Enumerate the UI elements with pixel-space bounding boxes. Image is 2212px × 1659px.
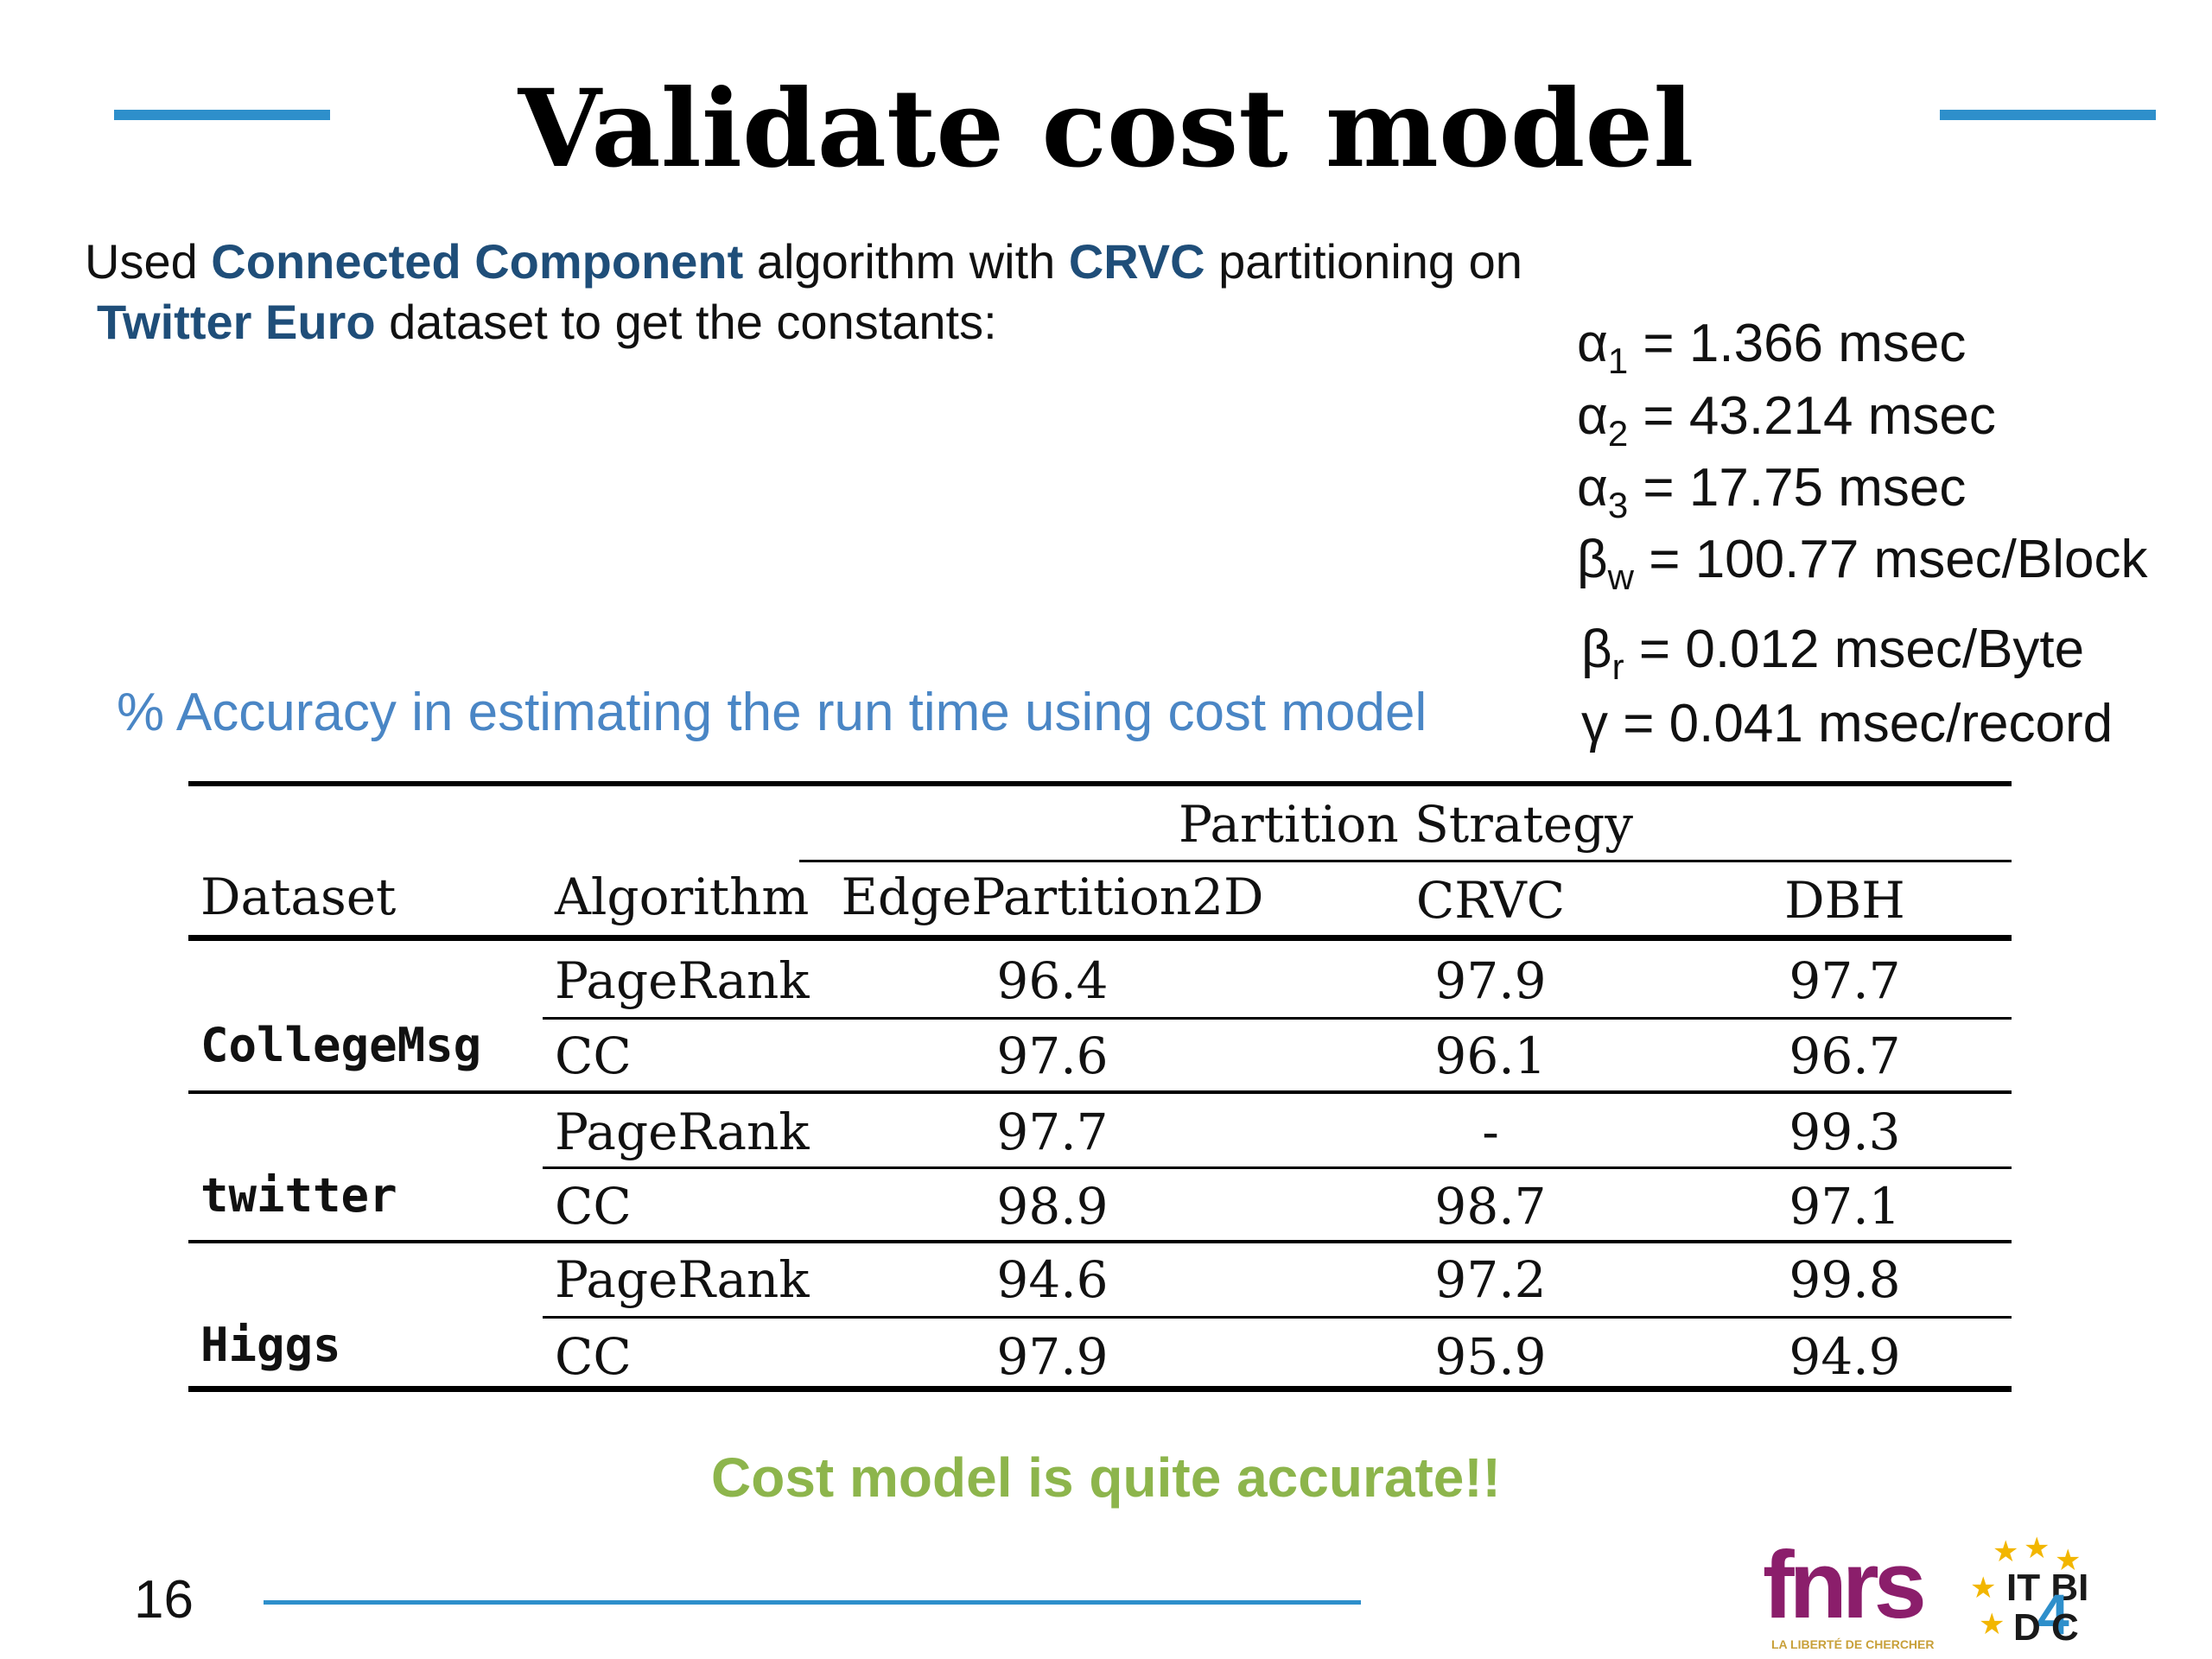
value-cell: 95.9 [1434,1327,1547,1386]
row-divider [543,1017,2012,1020]
group-header-partition-strategy: Partition Strategy [1178,795,1634,854]
constant-equals: = [1608,694,1669,753]
constant-value: 43.214 msec [1688,386,1996,446]
constant-alpha-3: α3 = 17.75 msec [1577,454,1967,525]
constant-alpha-2: α2 = 43.214 msec [1577,382,1996,454]
group-divider [188,1240,2012,1243]
value-cell: 97.9 [996,1327,1109,1386]
value-cell: 94.6 [996,1250,1109,1309]
it4bi-logo-four: 4 [2037,1582,2069,1646]
header-line-right [1940,110,2156,120]
value-cell: 97.7 [1789,951,1901,1010]
column-header-dataset: Dataset [200,868,397,926]
table-top-rule [188,781,2012,786]
value-cell: 98.7 [1434,1177,1547,1236]
row-divider [543,1316,2012,1319]
dataset-collegemsg: CollegeMsg [200,1018,482,1072]
star-icon: ★ [1993,1535,2019,1568]
header-bottom-rule [188,935,2012,941]
highlight-twitter-euro: Twitter Euro [97,295,376,349]
header-line-left [114,110,330,120]
value-cell: 96.4 [996,951,1109,1010]
group-divider [188,1090,2012,1094]
constant-subscript: w [1607,556,1635,597]
slide-title: Validate cost model [518,67,1694,192]
constant-symbol: α [1577,314,1608,373]
value-cell: 99.8 [1789,1250,1901,1309]
page-number: 16 [134,1570,194,1630]
column-header-edgepartition2d: EdgePartition2D [841,868,1264,926]
conclusion-text: Cost model is quite accurate!! [711,1446,1501,1509]
constant-symbol: γ [1581,694,1608,753]
constant-value: 100.77 msec/Block [1694,530,2148,589]
constant-equals: = [1634,530,1695,589]
value-cell: 96.7 [1789,1027,1901,1085]
intro-text: Used [85,234,212,289]
footer-line [264,1600,1361,1605]
intro-text: partitioning on [1205,234,1522,289]
column-header-algorithm: Algorithm [555,868,810,926]
algorithm-cell: PageRank [555,1103,810,1161]
dataset-higgs: Higgs [200,1318,341,1372]
group-header-rule [799,860,2012,862]
star-icon: ★ [2055,1544,2082,1577]
star-icon: ★ [2024,1532,2050,1565]
highlight-crvc: CRVC [1068,234,1205,289]
fnrs-logo: fnrs LA LIBERTÉ DE CHERCHER [1763,1534,1936,1655]
constant-subscript: 2 [1607,413,1629,454]
value-cell: 98.9 [996,1177,1109,1236]
value-cell: 97.6 [996,1027,1109,1085]
constant-symbol: α [1577,458,1608,518]
dataset-twitter: twitter [200,1168,397,1223]
constant-symbol: β [1581,620,1612,679]
table-caption: % Accuracy in estimating the run time us… [117,683,1427,742]
intro-line-1: Used Connected Component algorithm with … [85,232,1522,292]
column-header-dbh: DBH [1784,871,1905,930]
value-cell: 99.3 [1789,1103,1901,1161]
value-cell: 97.1 [1789,1177,1901,1236]
star-icon: ★ [1970,1572,1997,1605]
constant-beta-w: βw = 100.77 msec/Block [1577,525,2148,597]
row-divider [543,1166,2012,1169]
constant-equals: = [1628,314,1689,373]
constant-subscript: r [1611,646,1624,687]
star-icon: ★ [1979,1608,2005,1641]
algorithm-cell: PageRank [555,951,810,1010]
column-header-crvc: CRVC [1415,871,1566,930]
value-cell: 97.7 [996,1103,1109,1161]
it4bi-logo-top: IT BI [2006,1567,2089,1609]
constant-value: 17.75 msec [1688,458,1967,518]
constant-gamma: γ = 0.041 msec/record [1581,690,2113,759]
value-cell: 97.2 [1434,1250,1547,1309]
algorithm-cell: CC [555,1027,632,1085]
constant-value: 0.041 msec/record [1669,694,2113,753]
table-bottom-rule [188,1386,2012,1392]
fnrs-logo-tagline: LA LIBERTÉ DE CHERCHER [1771,1637,1935,1651]
intro-line-2: Twitter Euro dataset to get the constant… [97,292,997,353]
value-cell: 94.9 [1789,1327,1901,1386]
constant-equals: = [1624,620,1686,679]
highlight-connected-component: Connected Component [211,234,744,289]
constant-subscript: 3 [1607,485,1629,525]
it4bi-dc-logo: ★ ★ ★ ★ ★ IT BI 4 D C [1961,1534,2117,1655]
constant-equals: = [1628,458,1689,518]
constant-symbol: β [1577,530,1608,589]
constant-equals: = [1628,386,1689,446]
constant-beta-r: βr = 0.012 msec/Byte [1581,615,2085,687]
intro-text: dataset to get the constants: [375,295,997,349]
algorithm-cell: CC [555,1327,632,1386]
algorithm-cell: PageRank [555,1250,810,1309]
constant-symbol: α [1577,386,1608,446]
constant-value: 1.366 msec [1688,314,1967,373]
algorithm-cell: CC [555,1177,632,1236]
intro-text: algorithm with [743,234,1069,289]
it4bi-logo-bottom: D C [2013,1606,2079,1649]
constant-alpha-1: α1 = 1.366 msec [1577,309,1967,381]
value-cell: 97.9 [1434,951,1547,1010]
fnrs-logo-word: fnrs [1763,1532,1927,1638]
constant-subscript: 1 [1607,340,1629,381]
value-cell: 96.1 [1434,1027,1547,1085]
constant-value: 0.012 msec/Byte [1685,620,2085,679]
value-cell: - [1482,1103,1499,1161]
